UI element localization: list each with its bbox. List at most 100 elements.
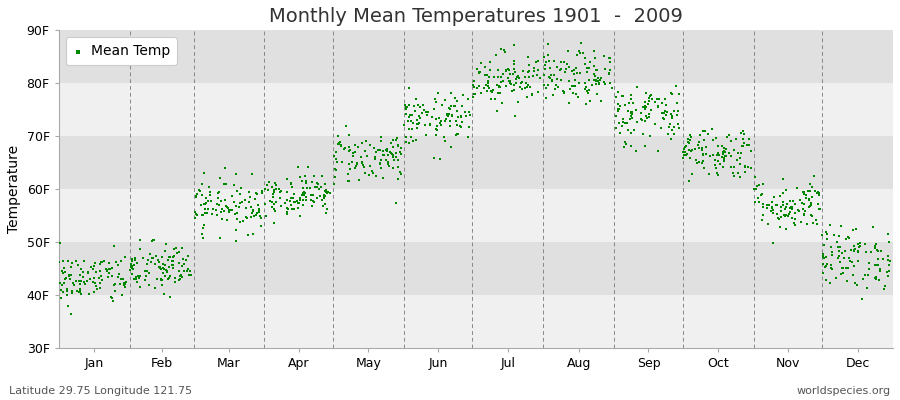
Mean Temp xyxy=(71,262,86,268)
Bar xyxy=(58,136,893,189)
Mean Temp xyxy=(579,84,593,91)
Mean Temp xyxy=(605,84,619,91)
Mean Temp xyxy=(315,197,329,203)
Mean Temp xyxy=(55,282,69,288)
Mean Temp xyxy=(850,241,865,247)
Mean Temp xyxy=(828,275,842,281)
Mean Temp xyxy=(594,74,608,81)
Mean Temp xyxy=(140,257,155,264)
Mean Temp xyxy=(706,152,720,158)
Mean Temp xyxy=(273,195,287,202)
Mean Temp xyxy=(288,199,302,205)
Mean Temp xyxy=(766,207,780,213)
Mean Temp xyxy=(791,207,806,214)
Mean Temp xyxy=(727,173,742,179)
Mean Temp xyxy=(625,109,639,115)
Mean Temp xyxy=(536,54,551,60)
Mean Temp xyxy=(328,174,342,180)
Mean Temp xyxy=(616,116,631,122)
Mean Temp xyxy=(76,274,90,280)
Mean Temp xyxy=(799,192,814,198)
Mean Temp xyxy=(832,248,846,254)
Mean Temp xyxy=(323,190,338,196)
Mean Temp xyxy=(232,219,247,226)
Mean Temp xyxy=(113,276,128,282)
Mean Temp xyxy=(824,265,838,271)
Mean Temp xyxy=(778,204,793,210)
Mean Temp xyxy=(529,58,544,65)
Mean Temp xyxy=(155,277,169,284)
Mean Temp xyxy=(356,164,371,170)
Mean Temp xyxy=(709,135,724,142)
Mean Temp xyxy=(756,201,770,207)
Mean Temp xyxy=(429,126,444,132)
Mean Temp xyxy=(505,88,519,94)
Mean Temp xyxy=(553,67,567,73)
Mean Temp xyxy=(846,243,860,250)
Mean Temp xyxy=(465,82,480,88)
Mean Temp xyxy=(512,74,526,81)
Mean Temp xyxy=(876,256,890,262)
Mean Temp xyxy=(242,189,256,196)
Mean Temp xyxy=(531,67,545,74)
Mean Temp xyxy=(166,246,181,252)
Mean Temp xyxy=(724,164,738,170)
Mean Temp xyxy=(232,204,247,210)
Mean Temp xyxy=(803,188,817,194)
Mean Temp xyxy=(380,146,394,152)
Mean Temp xyxy=(612,130,626,136)
Mean Temp xyxy=(473,90,488,96)
Mean Temp xyxy=(225,207,239,214)
Mean Temp xyxy=(832,253,846,260)
Mean Temp xyxy=(770,211,784,218)
Mean Temp xyxy=(545,78,560,84)
Mean Temp xyxy=(347,149,362,155)
Mean Temp xyxy=(295,178,310,184)
Mean Temp xyxy=(839,265,853,272)
Mean Temp xyxy=(171,260,185,266)
Mean Temp xyxy=(449,132,464,139)
Mean Temp xyxy=(716,158,731,164)
Mean Temp xyxy=(401,140,416,146)
Mean Temp xyxy=(582,98,597,104)
Mean Temp xyxy=(503,78,517,84)
Mean Temp xyxy=(222,208,237,214)
Mean Temp xyxy=(736,136,751,142)
Mean Temp xyxy=(391,176,405,182)
Mean Temp xyxy=(155,282,169,288)
Mean Temp xyxy=(394,170,409,177)
Mean Temp xyxy=(393,144,408,151)
Mean Temp xyxy=(406,138,420,144)
Mean Temp xyxy=(753,192,768,198)
Mean Temp xyxy=(472,68,487,75)
Legend: Mean Temp: Mean Temp xyxy=(66,37,176,65)
Mean Temp xyxy=(696,158,710,165)
Mean Temp xyxy=(308,184,322,190)
Mean Temp xyxy=(760,205,774,211)
Mean Temp xyxy=(166,258,180,264)
Mean Temp xyxy=(318,192,332,198)
Mean Temp xyxy=(440,111,454,118)
Mean Temp xyxy=(826,232,841,238)
Mean Temp xyxy=(816,242,831,249)
Mean Temp xyxy=(804,202,818,208)
Mean Temp xyxy=(760,205,774,211)
Mean Temp xyxy=(760,220,775,227)
Mean Temp xyxy=(594,98,608,104)
Mean Temp xyxy=(198,206,212,212)
Mean Temp xyxy=(187,209,202,215)
Mean Temp xyxy=(501,75,516,81)
Mean Temp xyxy=(196,225,211,232)
Mean Temp xyxy=(247,213,261,219)
Mean Temp xyxy=(593,77,608,83)
Mean Temp xyxy=(428,99,443,105)
Mean Temp xyxy=(670,112,684,118)
Mean Temp xyxy=(328,153,342,159)
Mean Temp xyxy=(385,151,400,157)
Mean Temp xyxy=(763,208,778,214)
Mean Temp xyxy=(806,220,820,226)
Mean Temp xyxy=(383,150,398,156)
Mean Temp xyxy=(93,267,107,274)
Mean Temp xyxy=(161,276,176,282)
Mean Temp xyxy=(376,152,391,158)
